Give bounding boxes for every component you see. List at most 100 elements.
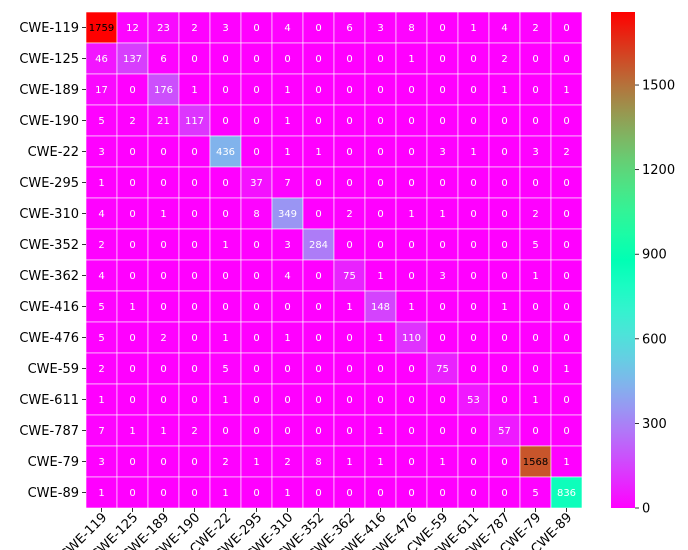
y-tick-label: CWE-22 [28, 145, 79, 160]
cell-value-label: 2 [532, 209, 538, 220]
cell-value-label: 0 [501, 333, 507, 344]
cell-value-label: 1 [532, 395, 538, 406]
heatmap-cell [395, 166, 428, 199]
heatmap-cell [364, 445, 397, 478]
cell-value-label: 1 [377, 457, 383, 468]
heatmap-cell [395, 476, 428, 509]
cell-value-label: 2 [98, 364, 104, 375]
cell-value-label: 1 [284, 116, 290, 127]
cell-value-label: 0 [563, 240, 569, 251]
cell-value-label: 836 [557, 488, 576, 499]
cell-value-label: 0 [532, 333, 538, 344]
cell-value-label: 0 [532, 426, 538, 437]
heatmap-cell [178, 42, 211, 75]
cell-value-label: 0 [470, 271, 476, 282]
heatmap-cell [519, 414, 552, 447]
cell-value-label: 0 [377, 395, 383, 406]
cell-value-label: 1 [346, 302, 352, 313]
cell-value-label: 0 [408, 85, 414, 96]
y-tick-label: CWE-295 [19, 176, 79, 191]
cell-value-label: 3 [98, 457, 104, 468]
heatmap-cell [85, 383, 118, 416]
cell-value-label: 1 [470, 147, 476, 158]
cell-value-label: 1 [315, 147, 321, 158]
cell-value-label: 0 [160, 147, 166, 158]
heatmap-cell [457, 42, 490, 75]
cell-value-label: 0 [315, 395, 321, 406]
heatmap-cell [395, 228, 428, 261]
heatmap-cell [209, 383, 242, 416]
cell-value-label: 5 [98, 333, 104, 344]
heatmap-cell [147, 321, 180, 354]
heatmap-cell [85, 197, 118, 230]
cell-value-label: 1759 [89, 23, 114, 34]
cell-value-label: 0 [191, 271, 197, 282]
cell-value-label: 0 [563, 209, 569, 220]
cell-value-label: 0 [470, 209, 476, 220]
heatmap-cell [147, 290, 180, 323]
heatmap-cell [240, 321, 273, 354]
colorbar: 0 300 600 900 1200 1500 [611, 12, 675, 517]
cell-value-label: 0 [408, 147, 414, 158]
heatmap-cell [85, 259, 118, 292]
heatmap-cell [302, 321, 335, 354]
heatmap-cell [426, 476, 459, 509]
heatmap-cell [550, 11, 583, 44]
cell-value-label: 8 [315, 457, 321, 468]
heatmap-cell [116, 104, 149, 137]
cell-value-label: 0 [315, 54, 321, 65]
y-tick-label: CWE-190 [19, 114, 79, 129]
heatmap-cell [519, 73, 552, 106]
cell-value-label: 1 [563, 457, 569, 468]
heatmap-cell [147, 228, 180, 261]
cell-value-label: 0 [191, 457, 197, 468]
cell-value-label: 0 [129, 395, 135, 406]
cell-value-label: 2 [129, 116, 135, 127]
cell-value-label: 0 [408, 178, 414, 189]
cell-value-label: 75 [343, 271, 356, 282]
heatmap-cell [147, 11, 180, 44]
heatmap-cell [426, 321, 459, 354]
cell-value-label: 0 [408, 116, 414, 127]
heatmap-cell [116, 383, 149, 416]
cell-value-label: 1 [501, 85, 507, 96]
heatmap-cell [85, 228, 118, 261]
heatmap-cell [333, 197, 366, 230]
heatmap-cell [209, 73, 242, 106]
cell-value-label: 2 [98, 240, 104, 251]
cell-value-label: 0 [501, 209, 507, 220]
cell-value-label: 0 [470, 457, 476, 468]
cell-value-label: 21 [157, 116, 170, 127]
heatmap-cell [550, 352, 583, 385]
y-tick-label: CWE-362 [19, 269, 79, 284]
cell-value-label: 0 [253, 54, 259, 65]
heatmap-cell [550, 135, 583, 168]
heatmap-cell [426, 290, 459, 323]
cell-value-label: 4 [284, 23, 290, 34]
heatmap-cell [333, 414, 366, 447]
cell-value-label: 0 [532, 54, 538, 65]
cell-value-label: 5 [532, 240, 538, 251]
heatmap-cell [116, 42, 149, 75]
cell-value-label: 0 [439, 23, 445, 34]
cell-value-label: 0 [129, 240, 135, 251]
cell-value-label: 0 [346, 116, 352, 127]
cell-value-label: 0 [191, 54, 197, 65]
cell-value-label: 1 [284, 488, 290, 499]
cell-value-label: 1 [532, 271, 538, 282]
colorbar-tick-label: 600 [642, 332, 667, 347]
heatmap-cell [550, 383, 583, 416]
heatmap-cell [209, 166, 242, 199]
cell-value-label: 0 [346, 333, 352, 344]
cell-value-label: 1 [377, 333, 383, 344]
heatmap-cell [116, 321, 149, 354]
cell-value-label: 5 [98, 116, 104, 127]
heatmap-cell [85, 104, 118, 137]
cell-value-label: 0 [315, 426, 321, 437]
cell-value-label: 0 [377, 116, 383, 127]
cell-value-label: 1 [563, 85, 569, 96]
cell-value-label: 0 [253, 426, 259, 437]
heatmap-cell [209, 135, 242, 168]
heatmap-cell [85, 321, 118, 354]
heatmap-cell [302, 73, 335, 106]
